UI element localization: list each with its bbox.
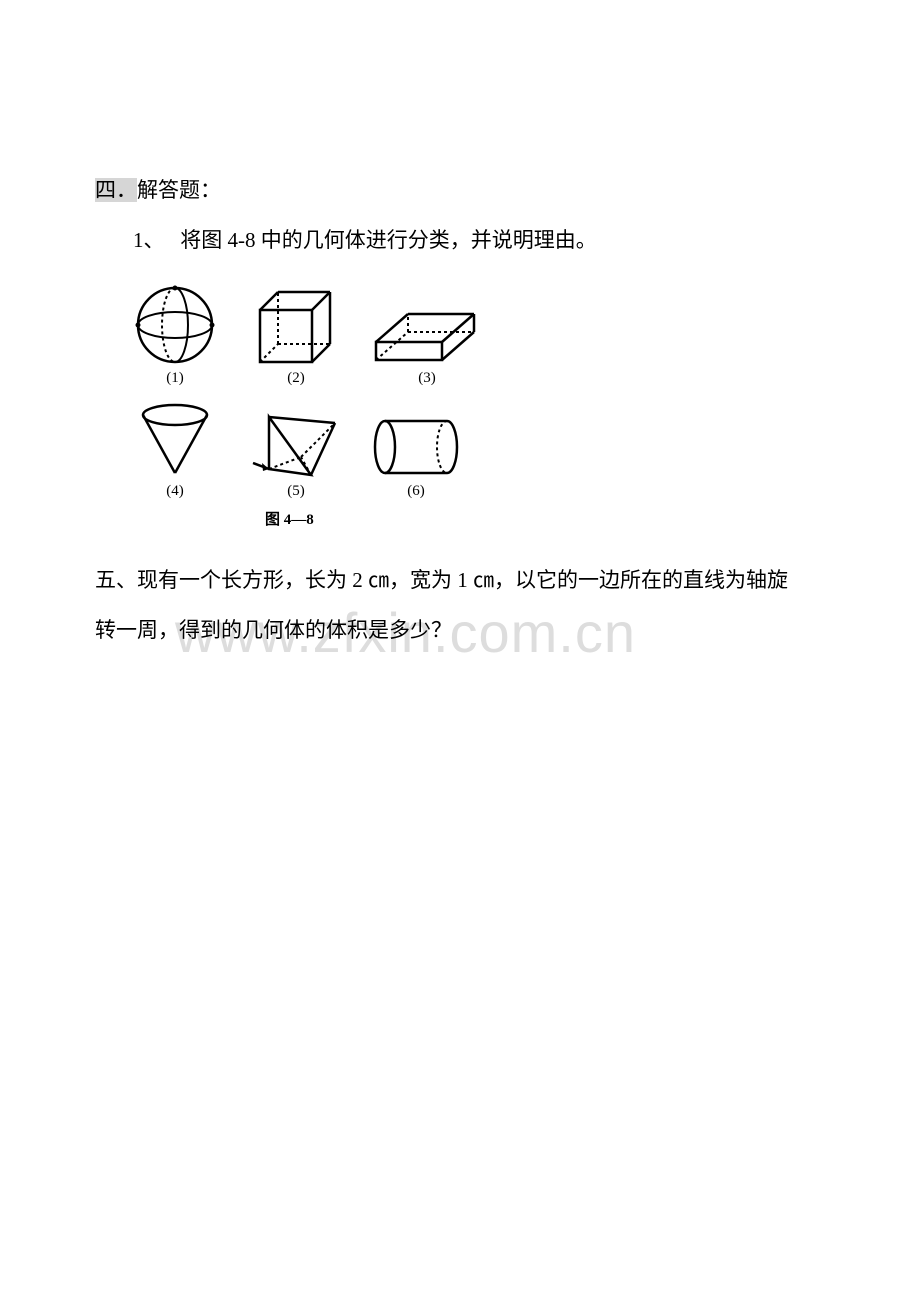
figure-label-4: (4): [166, 483, 184, 500]
question-5-line1: 五、现有一个长方形，长为 2 ㎝，宽为 1 ㎝，以它的一边所在的直线为轴旋: [95, 555, 825, 605]
figure-label-1: (1): [166, 370, 184, 387]
shape-cube: [250, 288, 342, 366]
section-4-header: 四．解答题：: [95, 165, 825, 215]
shape-cuboid: [372, 308, 482, 366]
figure-label-3: (3): [418, 370, 436, 387]
shape-triangular-prism: [249, 403, 343, 479]
figure-caption: 图 4—8: [265, 508, 825, 529]
figure-4-8: (1) (2): [125, 284, 825, 529]
shape-cone: [136, 401, 214, 479]
section-4-number: 四．: [95, 178, 137, 202]
question-1: 1、 将图 4-8 中的几何体进行分类，并说明理由。: [95, 215, 825, 265]
question-1-number: 1、: [133, 228, 165, 252]
section-4-title: 解答题：: [137, 178, 221, 202]
question-1-text: 将图 4-8 中的几何体进行分类，并说明理由。: [180, 228, 597, 252]
figure-label-6: (6): [407, 483, 425, 500]
shape-cylinder: [369, 415, 463, 479]
figure-label-5: (5): [287, 483, 305, 500]
question-5: 五、现有一个长方形，长为 2 ㎝，宽为 1 ㎝，以它的一边所在的直线为轴旋 转一…: [95, 555, 825, 656]
figure-label-2: (2): [287, 370, 305, 387]
shape-sphere: [134, 284, 216, 366]
question-5-line2: 转一周，得到的几何体的体积是多少？: [95, 605, 825, 655]
